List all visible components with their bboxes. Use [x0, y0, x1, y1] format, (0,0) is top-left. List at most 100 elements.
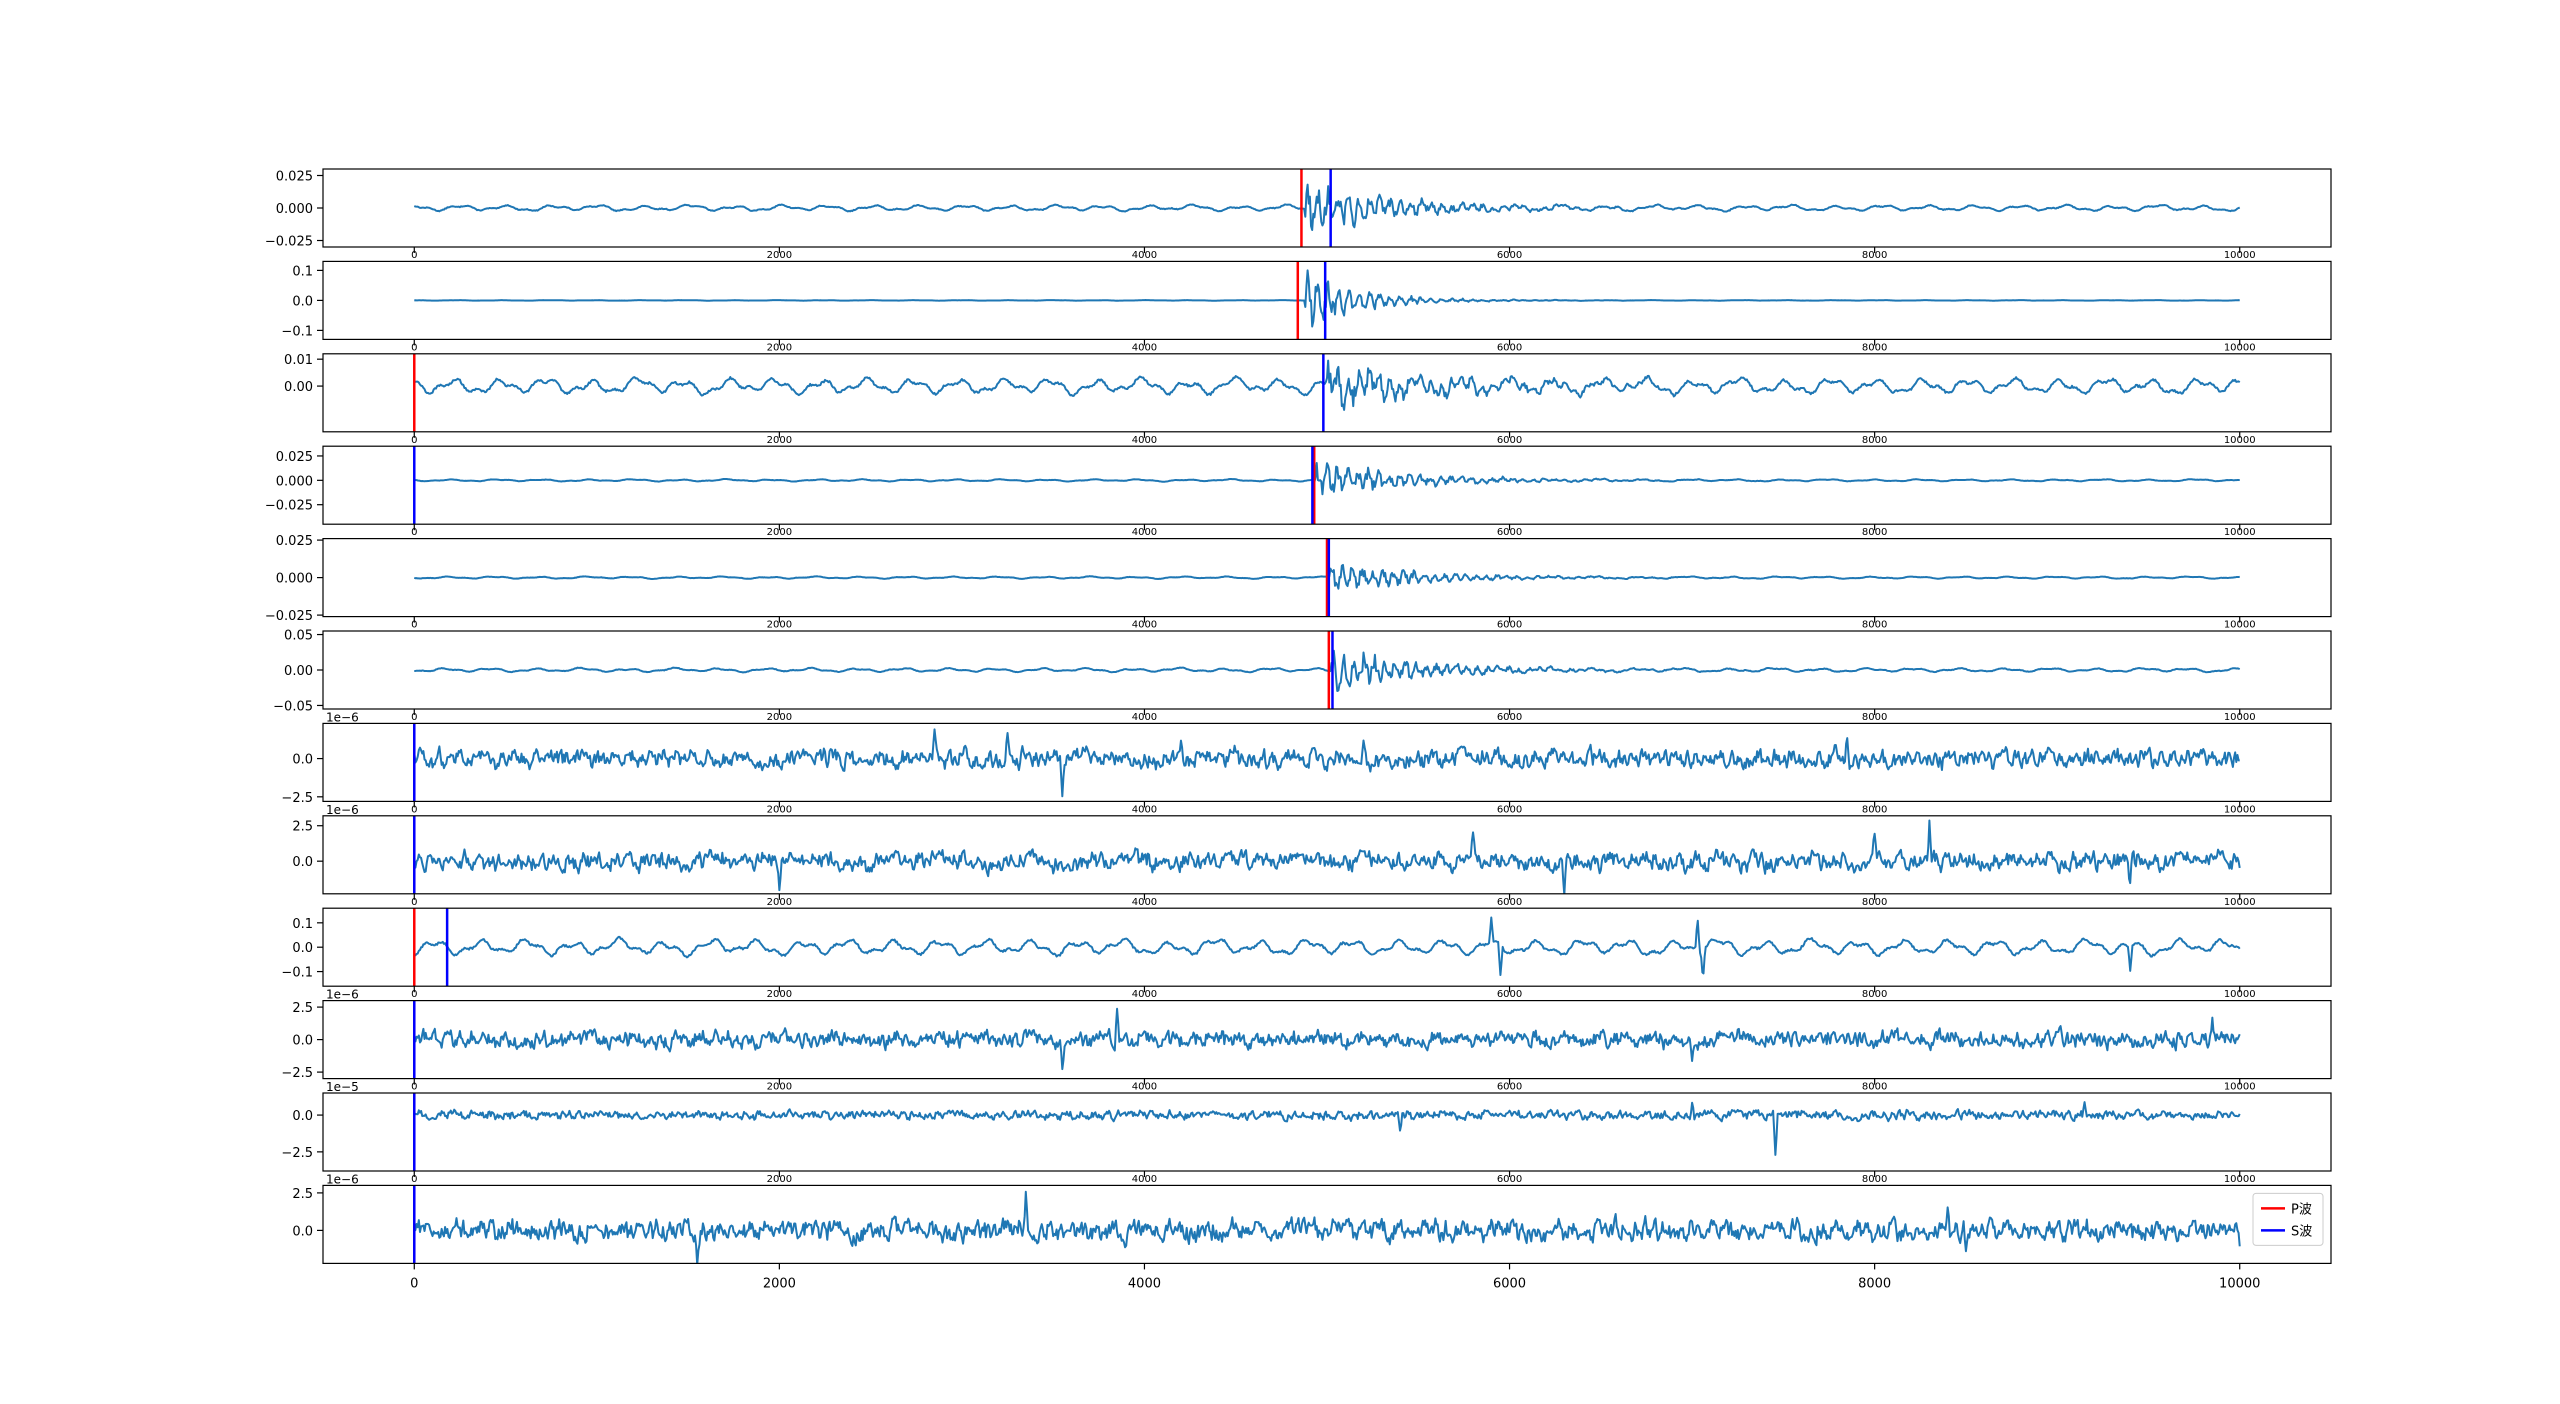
y-tick-label: 0.0	[292, 294, 313, 309]
y-tick-label: −0.025	[265, 609, 313, 624]
offset-text: 1e−6	[326, 988, 359, 1002]
y-tick-label: 0.1	[292, 264, 313, 279]
y-tick-label: 0.025	[276, 450, 313, 465]
y-tick-label: −0.05	[273, 699, 313, 714]
x-tick-label: 4000	[1132, 250, 1157, 261]
y-tick-label: 0.1	[292, 917, 313, 932]
y-tick-label: 2.5	[292, 1001, 313, 1016]
x-tick-label: 6000	[1497, 989, 1522, 1000]
legend-label: S波	[2291, 1224, 2312, 1239]
x-tick-label: 6000	[1497, 620, 1522, 631]
x-tick-label: 8000	[1862, 1174, 1887, 1185]
x-tick-label: 8000	[1862, 620, 1887, 631]
x-tick-label: 2000	[767, 712, 792, 723]
x-tick-label: 0	[411, 1174, 417, 1185]
x-tick-label: 4000	[1132, 897, 1157, 908]
x-tick-label: 0	[411, 989, 417, 1000]
waveform-trace	[413, 1101, 2241, 1156]
x-tick-label: 0	[411, 250, 417, 261]
y-tick-label: −0.025	[265, 499, 313, 514]
x-tick-label: 6000	[1497, 527, 1522, 538]
x-tick-label: 10000	[2219, 1276, 2260, 1291]
x-tick-label: 6000	[1497, 712, 1522, 723]
x-tick-label: 6000	[1493, 1276, 1526, 1291]
x-tick-label: 4000	[1132, 527, 1157, 538]
x-tick-label: 6000	[1497, 342, 1522, 353]
x-tick-label: 2000	[767, 897, 792, 908]
waveform-trace	[413, 183, 2241, 232]
y-tick-label: −0.1	[281, 966, 313, 981]
x-tick-label: 6000	[1497, 1174, 1522, 1185]
y-tick-label: −2.5	[281, 1066, 313, 1081]
x-tick-label: 2000	[767, 250, 792, 261]
subplot-9: 0.1 0.0 −0.1 0 2000 4000 6000 8000 10000	[281, 907, 2332, 1000]
subplot-2: 0.1 0.0 −0.1 0 2000 4000 6000 8000 10000	[281, 260, 2332, 353]
x-tick-label: 10000	[2224, 250, 2256, 261]
axes-frame	[322, 722, 2332, 803]
subplot-10: 2.5 0.0 −2.5 1e−6 0 2000 4000 6000 8000 10000	[281, 988, 2332, 1093]
x-tick-label: 2000	[767, 435, 792, 446]
y-tick-label: 0.025	[276, 534, 313, 549]
axes-frame	[322, 353, 2332, 433]
subplot-11: 0.0 −2.5 1e−5 0 2000 4000 6000 8000 10000	[281, 1080, 2332, 1185]
x-tick-label: 10000	[2224, 897, 2256, 908]
y-tick-label: 0.05	[284, 629, 313, 644]
waveform-trace	[413, 819, 2241, 894]
waveform-trace	[414, 916, 2241, 977]
waveform-trace	[413, 1007, 2241, 1071]
subplot-8: 2.5 0.0 1e−6 0 2000 4000 6000 8000 10000	[292, 803, 2332, 908]
y-tick-label: 0.000	[276, 474, 313, 489]
x-tick-label: 0	[411, 712, 417, 723]
y-tick-label: 0.000	[276, 572, 313, 587]
y-tick-label: 2.5	[292, 1187, 313, 1202]
offset-text: 1e−6	[326, 710, 359, 724]
y-tick-label: 0.0	[292, 855, 313, 870]
x-tick-label: 10000	[2224, 804, 2256, 815]
axes-frame	[322, 1184, 2332, 1265]
subplot-4: 0.025 0.000 −0.025 0 2000 4000 6000 8000 10000	[265, 445, 2332, 538]
x-tick-label: 10000	[2224, 527, 2256, 538]
x-tick-label: 4000	[1132, 620, 1157, 631]
y-tick-label: 2.5	[292, 820, 313, 835]
y-tick-label: 0.0	[292, 753, 313, 768]
y-tick-label: −2.5	[281, 1146, 313, 1161]
x-tick-label: 2000	[767, 804, 792, 815]
x-tick-label: 6000	[1497, 1082, 1522, 1093]
x-tick-label: 8000	[1858, 1276, 1891, 1291]
x-tick-label: 2000	[767, 620, 792, 631]
y-tick-label: 0.01	[284, 353, 313, 368]
x-tick-label: 0	[410, 1276, 418, 1291]
offset-text: 1e−6	[326, 803, 359, 817]
x-tick-label: 4000	[1132, 435, 1157, 446]
x-tick-label: 4000	[1132, 712, 1157, 723]
x-tick-label: 4000	[1128, 1276, 1161, 1291]
x-tick-label: 8000	[1862, 897, 1887, 908]
x-tick-label: 0	[411, 435, 417, 446]
subplot-7: 0.0 −2.5 1e−6 0 2000 4000 6000 8000 10000	[281, 710, 2332, 815]
x-tick-label: 0	[411, 1082, 417, 1093]
x-tick-label: 4000	[1132, 989, 1157, 1000]
x-tick-label: 2000	[767, 1082, 792, 1093]
x-tick-label: 10000	[2224, 1082, 2256, 1093]
y-tick-label: 0.00	[284, 380, 313, 395]
legend: P波 S波	[2252, 1192, 2324, 1246]
x-tick-label: 6000	[1497, 897, 1522, 908]
axes-frame	[322, 445, 2332, 525]
x-tick-label: 0	[411, 620, 417, 631]
x-tick-label: 6000	[1497, 804, 1522, 815]
y-tick-label: 0.0	[292, 1109, 313, 1124]
y-tick-label: −0.025	[265, 235, 313, 250]
x-tick-label: 4000	[1132, 1082, 1157, 1093]
waveform-trace	[413, 728, 2240, 798]
x-tick-label: 10000	[2224, 712, 2256, 723]
x-tick-label: 10000	[2224, 342, 2256, 353]
offset-text: 1e−6	[326, 1172, 359, 1186]
legend-label: P波	[2291, 1202, 2312, 1217]
x-tick-label: 2000	[763, 1276, 796, 1291]
subplot-6: 0.05 0.00 −0.05 0 2000 4000 6000 8000 10000	[273, 629, 2332, 723]
axes-frame	[322, 907, 2332, 987]
x-tick-label: 8000	[1862, 1082, 1887, 1093]
subplot-5: 0.025 0.000 −0.025 0 2000 4000 6000 8000 10000	[265, 534, 2332, 631]
x-tick-label: 10000	[2224, 1174, 2256, 1185]
x-tick-label: 8000	[1862, 527, 1887, 538]
